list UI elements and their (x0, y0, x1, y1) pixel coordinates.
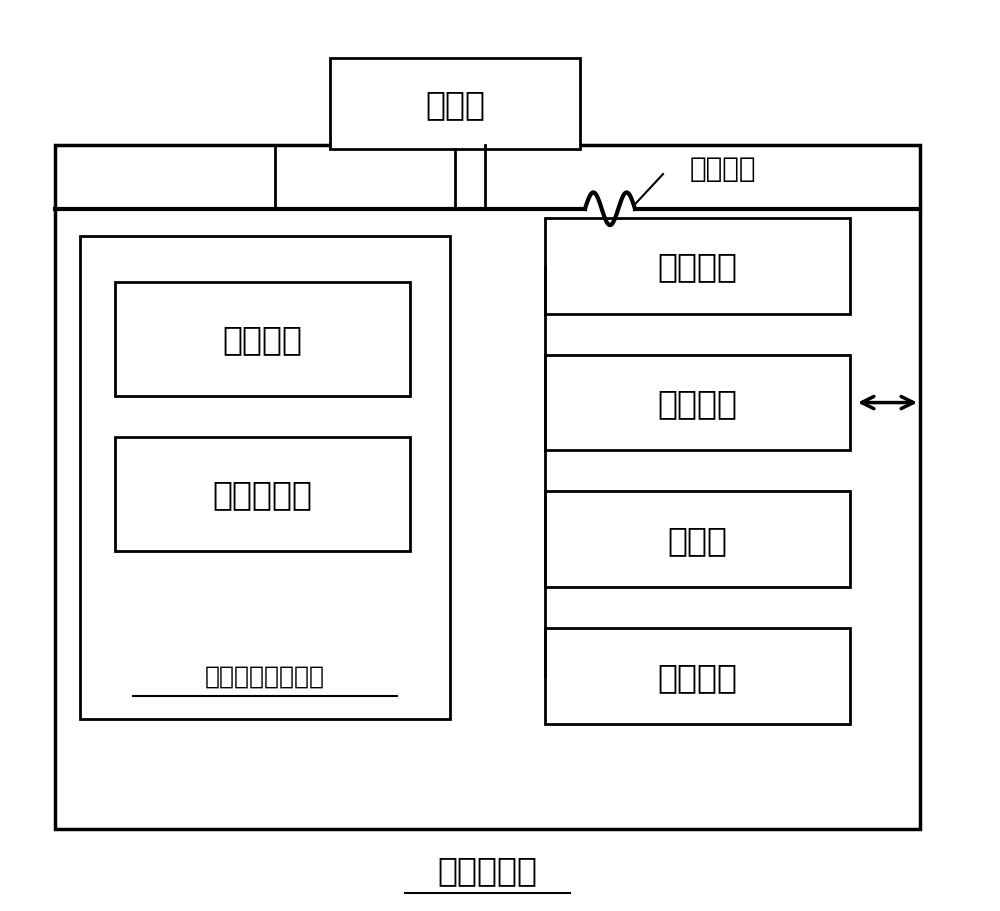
Bar (545, 219, 850, 314)
Text: 系统总线: 系统总线 (690, 155, 757, 182)
Text: 显示屏: 显示屏 (668, 523, 728, 557)
Text: 计算机设备: 计算机设备 (438, 854, 538, 886)
Text: 处理器: 处理器 (425, 88, 485, 121)
Text: 操作系统: 操作系统 (222, 322, 302, 356)
Bar (80, 237, 450, 720)
Text: 非易失性存储介质: 非易失性存储介质 (205, 664, 325, 688)
Bar (115, 437, 410, 551)
Bar (55, 146, 920, 829)
Text: 网络接口: 网络接口 (658, 386, 738, 420)
Text: 输入装置: 输入装置 (658, 660, 738, 693)
Text: 内存储器: 内存储器 (658, 250, 738, 283)
Bar (545, 492, 850, 588)
Bar (545, 355, 850, 451)
Bar (330, 59, 580, 150)
Bar (545, 629, 850, 724)
Text: 计算机程序: 计算机程序 (212, 477, 312, 511)
Bar (115, 282, 410, 396)
